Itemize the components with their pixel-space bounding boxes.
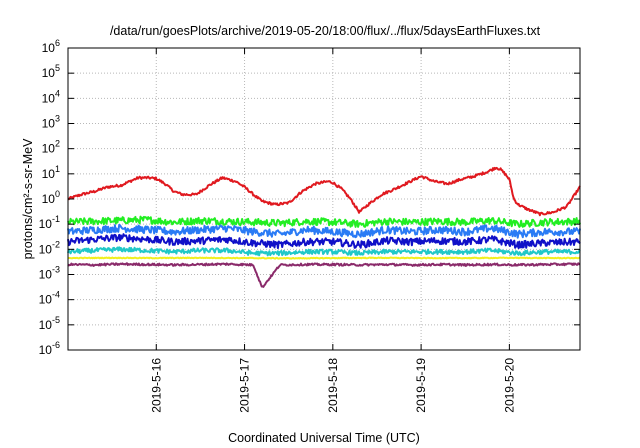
data-series xyxy=(67,166,581,288)
series-line-4 xyxy=(67,233,581,250)
series-line-6 xyxy=(67,256,581,260)
x-tick-label: 2019-5-16 xyxy=(149,358,163,413)
x-tick-label: 2019-5-18 xyxy=(326,358,340,413)
x-tick-label: 2019-5-19 xyxy=(414,358,428,413)
x-tick-label: 2019-5-17 xyxy=(238,358,252,413)
y-tick-label: 10-4 xyxy=(39,290,60,307)
y-tick-label: 10-6 xyxy=(39,340,60,357)
series-line-7 xyxy=(67,262,581,288)
y-tick-label: 105 xyxy=(42,63,60,80)
y-tick-labels: 10-6 10-5 10-4 10-3 10-2 10-1 100 101 102 103 104 1… xyxy=(39,38,60,357)
y-tick-label: 101 xyxy=(42,164,60,181)
y-tick-label: 10-3 xyxy=(39,265,60,282)
x-tick-label: 2019-5-20 xyxy=(502,358,516,413)
series-line-3 xyxy=(67,223,581,239)
x-axis-label: Coordinated Universal Time (UTC) xyxy=(228,431,420,445)
y-tick-label: 106 xyxy=(42,38,60,55)
y-tick-label: 102 xyxy=(42,139,60,156)
series-line-5 xyxy=(67,246,581,257)
chart-title: /data/run/goesPlots/archive/2019-05-20/1… xyxy=(110,24,541,38)
y-tick-label: 10-1 xyxy=(39,214,60,231)
y-tick-label: 104 xyxy=(42,88,60,105)
grid-lines xyxy=(68,48,580,350)
y-axis-label: protons/cm²-s-sr-MeV xyxy=(21,138,35,260)
y-tick-label: 103 xyxy=(42,114,60,131)
axis-ticks xyxy=(68,47,580,351)
y-tick-label: 10-5 xyxy=(39,315,60,332)
y-tick-label: 10-2 xyxy=(39,239,60,256)
series-line-1 xyxy=(67,166,581,217)
y-tick-label: 100 xyxy=(42,189,60,206)
x-tick-labels: 2019-5-16 2019-5-17 2019-5-18 2019-5-19 2019… xyxy=(149,358,516,413)
series-line-2 xyxy=(67,215,581,228)
